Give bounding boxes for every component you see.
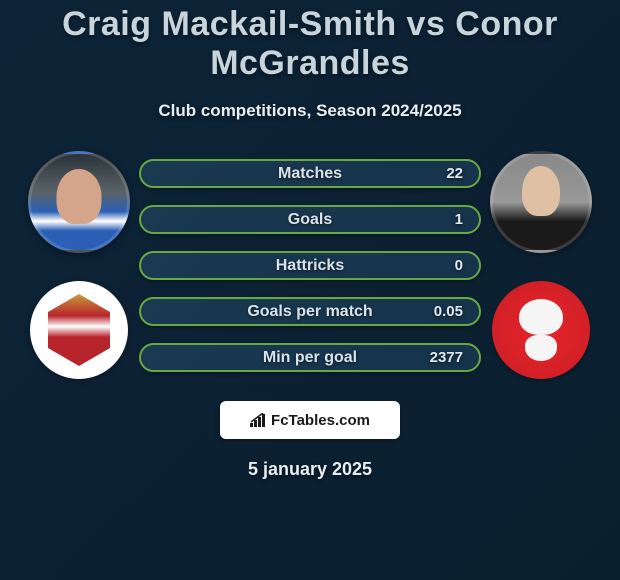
stat-row-matches: Matches 22: [139, 159, 481, 188]
chart-icon: [250, 413, 268, 427]
stat-value: 1: [455, 211, 463, 228]
date-text: 5 january 2025: [248, 459, 372, 480]
content-area: Matches 22 Goals 1 Hattricks 0 Goals per…: [0, 151, 620, 379]
player1-photo: [28, 151, 130, 253]
main-container: Craig Mackail-Smith vs Conor McGrandles …: [0, 0, 620, 580]
stat-value: 0: [455, 257, 463, 274]
stat-row-mpg: Min per goal 2377: [139, 343, 481, 372]
left-column: [19, 151, 139, 379]
stat-row-hattricks: Hattricks 0: [139, 251, 481, 280]
stat-label: Goals: [288, 211, 332, 229]
club2-logo: [492, 281, 590, 379]
subtitle: Club competitions, Season 2024/2025: [158, 101, 461, 121]
stat-label: Hattricks: [276, 257, 344, 275]
stat-value: 22: [446, 165, 463, 182]
footer-brand-text: FcTables.com: [271, 412, 370, 429]
stat-label: Matches: [278, 165, 342, 183]
footer-brand: FcTables.com: [250, 412, 370, 429]
stat-value: 0.05: [434, 303, 463, 320]
right-column: [481, 151, 601, 379]
page-title: Craig Mackail-Smith vs Conor McGrandles: [0, 5, 620, 83]
stat-label: Min per goal: [263, 349, 357, 367]
stat-row-gpm: Goals per match 0.05: [139, 297, 481, 326]
stat-row-goals: Goals 1: [139, 205, 481, 234]
stat-label: Goals per match: [247, 303, 372, 321]
club1-logo: [30, 281, 128, 379]
footer-brand-box: FcTables.com: [220, 401, 400, 439]
player2-photo: [490, 151, 592, 253]
stat-value: 2377: [430, 349, 463, 366]
stats-column: Matches 22 Goals 1 Hattricks 0 Goals per…: [139, 151, 481, 372]
